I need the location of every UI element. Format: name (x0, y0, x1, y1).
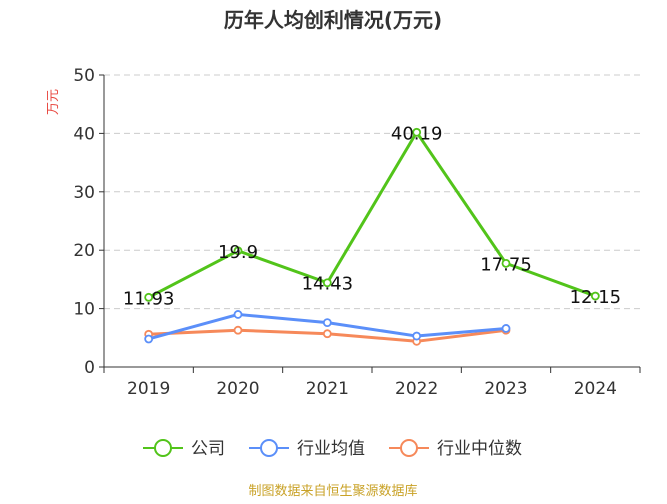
legend-item-0: 公司 (143, 439, 225, 459)
y-axis-label: 万元 (46, 89, 61, 115)
data-label: 19.9 (218, 242, 258, 263)
x-tick-label: 2019 (127, 379, 170, 399)
legend-item-1: 行业均值 (249, 439, 365, 459)
data-label: 40.19 (391, 123, 443, 144)
data-point-0 (144, 292, 154, 302)
data-point-2 (322, 329, 332, 339)
data-point-0 (322, 278, 332, 288)
legend-label: 公司 (191, 439, 225, 459)
data-point-1 (412, 331, 422, 341)
axes: 0 10 20 30 40 50 2019 2020 2021 2022 2023 2024 (73, 66, 641, 399)
data-point-0 (590, 291, 600, 301)
y-tick-label: 20 (73, 241, 95, 261)
legend-marker (260, 439, 278, 457)
legend-marker (400, 439, 418, 457)
data-point-2 (233, 325, 243, 335)
chart-title: 历年人均创利情况(万元) (224, 8, 442, 32)
y-tick-label: 30 (73, 183, 95, 203)
x-tick-label: 2023 (484, 379, 527, 399)
series-line-0 (147, 130, 596, 299)
x-tick-label: 2024 (574, 379, 617, 399)
x-tick-label: 2022 (395, 379, 438, 399)
data-label: 14.43 (302, 274, 354, 295)
x-tick-label: 2020 (216, 379, 259, 399)
data-point-1 (144, 334, 154, 344)
data-label: 11.93 (123, 288, 175, 309)
legend-label: 行业均值 (297, 439, 365, 459)
legend-marker (154, 439, 172, 457)
data-point-1 (233, 310, 243, 319)
y-tick-label: 40 (73, 124, 95, 144)
data-label: 12.15 (570, 287, 622, 308)
legend: 公司 行业均值 行业中位数 (143, 439, 522, 459)
source-note: 制图数据来自恒生聚源数据库 (248, 483, 417, 499)
data-labels: 11.93 19.9 14.43 40.19 17.75 12.15 (123, 123, 621, 309)
data-point-0 (412, 127, 422, 137)
x-tick-label: 2021 (306, 379, 349, 399)
series-layer (144, 127, 600, 346)
data-point-0 (233, 246, 243, 256)
y-tick-label: 50 (73, 66, 95, 86)
data-point-0 (501, 258, 511, 268)
legend-item-2: 行业中位数 (389, 439, 522, 459)
legend-label: 行业中位数 (437, 439, 522, 459)
data-point-1 (501, 324, 511, 333)
data-point-1 (322, 318, 332, 328)
data-label: 17.75 (480, 254, 532, 275)
grid-lines (104, 74, 640, 310)
y-tick-label: 0 (84, 358, 95, 378)
y-tick-label: 10 (73, 300, 95, 320)
